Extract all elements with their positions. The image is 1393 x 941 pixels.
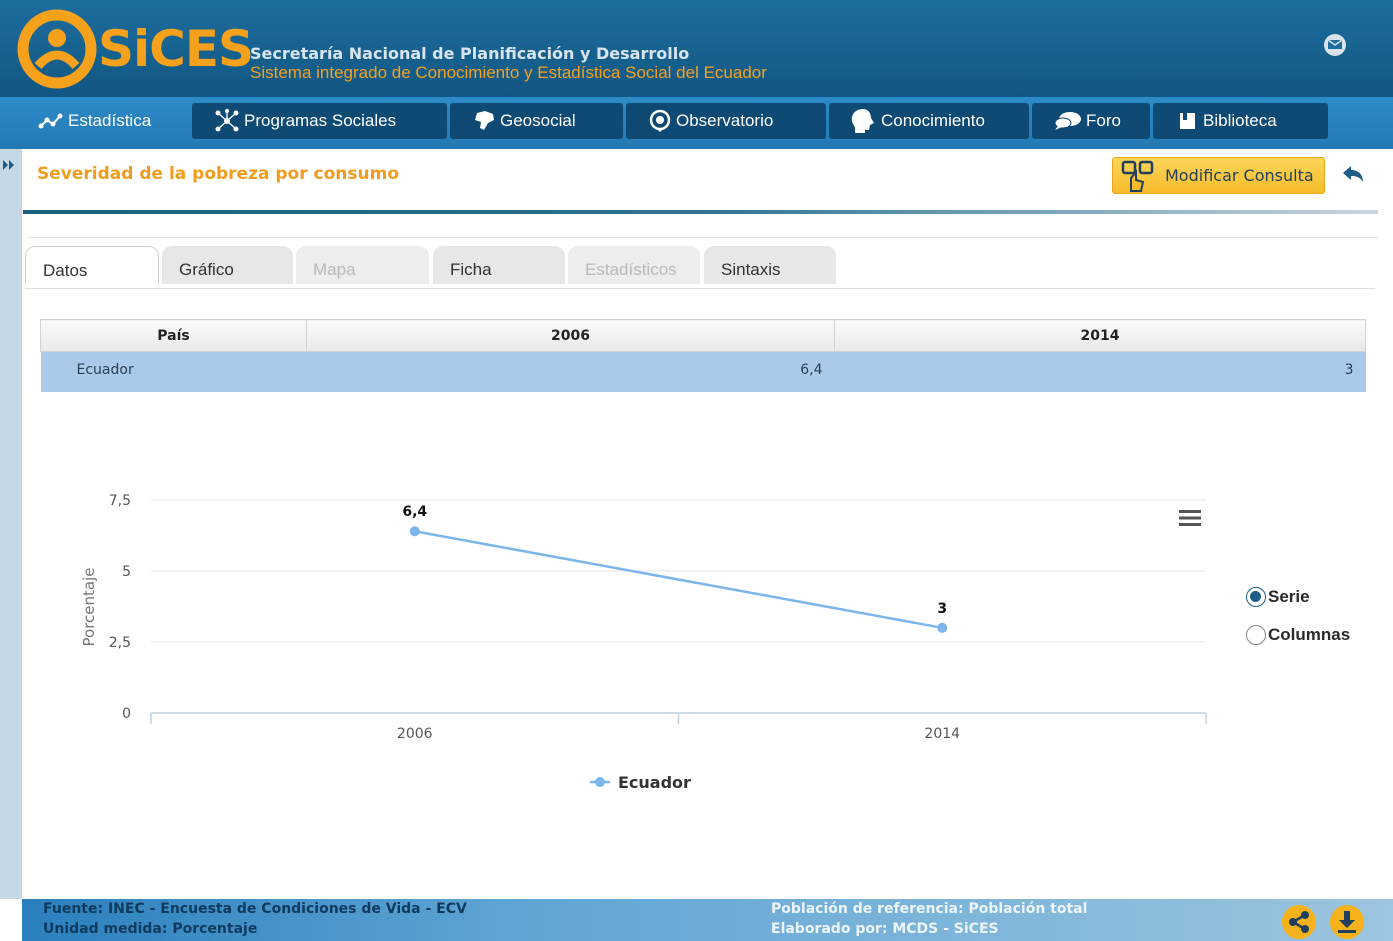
footer-population: Población de referencia: Población total — [771, 901, 1088, 917]
y-axis-title: Porcentaje — [80, 568, 98, 647]
hamburger-menu-icon[interactable] — [1178, 508, 1202, 528]
double-chevron-right-icon[interactable] — [2, 158, 16, 172]
nav-item-estadistica[interactable]: Estadística — [38, 103, 188, 139]
cell-value-2014: 3 — [834, 351, 1366, 392]
footer-author: Elaborado por: MCDS - SiCES — [771, 921, 999, 937]
radio-columnas[interactable]: Columnas — [1246, 625, 1350, 645]
data-point — [937, 622, 948, 633]
radio-label: Columnas — [1268, 625, 1351, 644]
network-icon — [215, 109, 239, 132]
footer-bar: Fuente: INEC - Encuesta de Condiciones d… — [22, 899, 1393, 941]
title-divider — [23, 210, 1378, 214]
footer-source: Fuente: INEC - Encuesta de Condiciones d… — [43, 901, 467, 917]
chat-bubbles-icon — [1054, 112, 1081, 130]
nav-label: Conocimiento — [881, 111, 985, 130]
table-header-row: País 2006 2014 — [40, 319, 1366, 352]
data-label: 6,4 — [402, 504, 427, 520]
footer-unit: Unidad medida: Porcentaje — [43, 921, 258, 937]
app-header: SiCES Secretaría Nacional de Planificaci… — [0, 0, 1393, 97]
nav-label: Biblioteca — [1203, 111, 1277, 130]
touch-icon — [1121, 160, 1154, 192]
back-arrow-icon[interactable] — [1340, 163, 1366, 189]
radio-serie[interactable]: Serie — [1246, 587, 1310, 607]
line-chart: 0 2,5 5 7,5 2006 2014 Porcentaje 6,4 3 Ecuador — [80, 493, 1207, 792]
nav-item-observatorio[interactable]: Observatorio — [626, 103, 826, 139]
radio-dot[interactable] — [1246, 587, 1266, 607]
head-icon — [851, 109, 874, 133]
nav-label: Foro — [1086, 111, 1121, 130]
y-tick-label: 0 — [122, 706, 131, 722]
title-divider-light — [28, 237, 1378, 238]
share-icon[interactable] — [1282, 905, 1316, 939]
y-tick-label: 2,5 — [109, 635, 131, 651]
radio-dot[interactable] — [1246, 625, 1266, 645]
download-icon[interactable] — [1330, 905, 1364, 939]
x-tick-label: 2014 — [924, 726, 960, 742]
column-header-2006[interactable]: 2006 — [306, 319, 835, 352]
tab-mapa: Mapa — [296, 246, 429, 284]
book-icon — [1180, 113, 1195, 129]
tab-datos[interactable]: Datos — [25, 246, 159, 285]
data-table: País 2006 2014 Ecuador 6,4 3 — [40, 319, 1366, 392]
org-name: Secretaría Nacional de Planificación y D… — [250, 44, 690, 63]
tab-ficha[interactable]: Ficha — [433, 246, 565, 284]
tab-grafico[interactable]: Gráfico — [162, 246, 293, 284]
y-tick-label: 5 — [122, 564, 131, 580]
legend-marker — [595, 777, 605, 787]
cell-country: Ecuador — [40, 351, 307, 392]
nav-item-geosocial[interactable]: Geosocial — [450, 103, 623, 139]
sices-logo-icon — [17, 9, 97, 89]
system-name: Sistema integrado de Conocimiento y Esta… — [250, 63, 767, 82]
nav-label: Programas Sociales — [244, 111, 397, 130]
sidebar-strip — [0, 149, 22, 899]
column-header-2014[interactable]: 2014 — [834, 319, 1366, 352]
nav-item-programas-sociales[interactable]: Programas Sociales — [192, 103, 447, 139]
location-pin-icon — [649, 109, 671, 132]
mail-icon[interactable] — [1321, 32, 1349, 60]
legend-label: Ecuador — [618, 773, 691, 792]
data-label: 3 — [937, 601, 947, 617]
data-point — [409, 526, 420, 537]
radio-label: Serie — [1268, 587, 1310, 606]
tab-bar: Datos Gráfico Mapa Ficha Estadísticos Si… — [25, 245, 1375, 289]
page-title: Severidad de la pobreza por consumo — [37, 164, 399, 184]
nav-item-foro[interactable]: Foro — [1032, 103, 1150, 139]
nav-label: Estadística — [68, 111, 152, 130]
tab-sintaxis[interactable]: Sintaxis — [704, 246, 836, 284]
nav-item-biblioteca[interactable]: Biblioteca — [1153, 103, 1328, 139]
tab-estadisticos: Estadísticos — [568, 246, 700, 284]
nav-label: Observatorio — [676, 111, 774, 130]
map-shape-icon — [475, 111, 494, 130]
nav-item-conocimiento[interactable]: Conocimiento — [829, 103, 1029, 139]
series-line — [414, 530, 943, 630]
cell-value-2006: 6,4 — [306, 351, 835, 392]
modify-query-label: Modificar Consulta — [1165, 166, 1314, 185]
modify-query-button[interactable]: Modificar Consulta — [1112, 157, 1325, 194]
y-tick-label: 7,5 — [109, 493, 131, 509]
nav-label: Geosocial — [500, 111, 576, 130]
chart-line-icon — [38, 113, 63, 129]
column-header-pais[interactable]: País — [40, 319, 307, 352]
logo-text: SiCES — [98, 20, 254, 78]
table-row[interactable]: Ecuador 6,4 3 — [40, 351, 1366, 392]
x-tick-label: 2006 — [397, 726, 433, 742]
main-nav: Estadística Programas Sociales Geosocial… — [0, 97, 1393, 149]
